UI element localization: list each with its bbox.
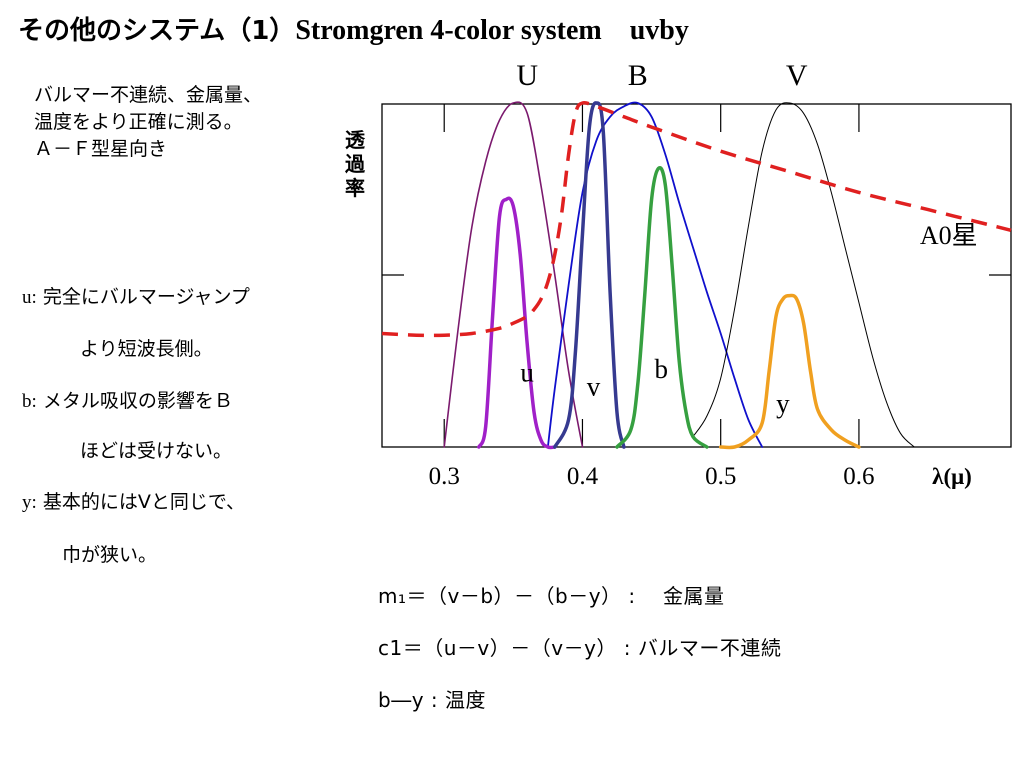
band-label-U: U — [516, 59, 538, 92]
y-label-char: 透 — [345, 128, 365, 152]
band-letter-v: v — [587, 371, 601, 401]
x-tick-label: 0.4 — [567, 463, 599, 490]
note-line: バルマー不連続、金属量、 — [34, 84, 263, 106]
note-line: 温度をより正確に測る。 — [34, 111, 243, 133]
series-line-A0星 — [381, 100, 1012, 338]
series-line-u — [477, 196, 557, 450]
desc-b-cont: ほどは受けない。 — [80, 440, 233, 462]
x-tick-label: 0.3 — [429, 463, 460, 490]
intro-note: バルマー不連続、金属量、 温度をより正確に測る。 Ａ－Ｆ型星向き — [34, 82, 364, 163]
x-tick-label: 0.5 — [705, 463, 736, 490]
band-letter-y: y — [776, 389, 790, 419]
y-axis-label: 透 過 率 — [340, 128, 370, 200]
series-line-U — [443, 101, 584, 448]
series-line-V — [692, 102, 915, 448]
desc-y-cont: 巾が狭い。 — [62, 544, 158, 566]
formula-m1: m₁＝（v－b）－（b－y） : 金属量 — [378, 584, 725, 608]
band-letter-b: b — [654, 354, 668, 384]
band-letter-u: u — [520, 358, 534, 388]
desc-u: u: 完全にバルマージャンプ — [22, 286, 250, 308]
desc-b: b: メタル吸収の影響をＢ — [22, 390, 233, 412]
formula-b-y: b―y : 温度 — [378, 688, 486, 712]
series-line-B — [547, 101, 764, 448]
annotation-a0-star: A0星 — [920, 221, 978, 250]
series-line-b — [615, 166, 709, 449]
x-axis-label: λ(μ) — [932, 464, 972, 489]
plot-frame — [381, 103, 1012, 448]
y-label-char: 過 — [345, 152, 365, 176]
desc-y: y: 基本的にはVと同じで、 — [22, 491, 246, 513]
title-english: Stromgren 4-color system uvby — [295, 15, 689, 46]
x-tick-label: 0.6 — [843, 463, 874, 490]
page-title: その他のシステム（1）Stromgren 4-color system uvby — [18, 8, 689, 48]
band-label-V: V — [786, 59, 808, 92]
y-label-char: 率 — [345, 176, 365, 200]
note-line: Ａ－Ｆ型星向き — [34, 138, 168, 160]
band-label-B: B — [628, 59, 648, 92]
formula-c1: c1＝（u－v）－（v－y） : バルマー不連続 — [378, 636, 782, 660]
series-line-y — [718, 293, 861, 450]
title-japanese: その他のシステム（1） — [18, 16, 296, 46]
desc-u-cont: より短波長側。 — [80, 338, 213, 360]
series-line-v — [553, 101, 626, 449]
